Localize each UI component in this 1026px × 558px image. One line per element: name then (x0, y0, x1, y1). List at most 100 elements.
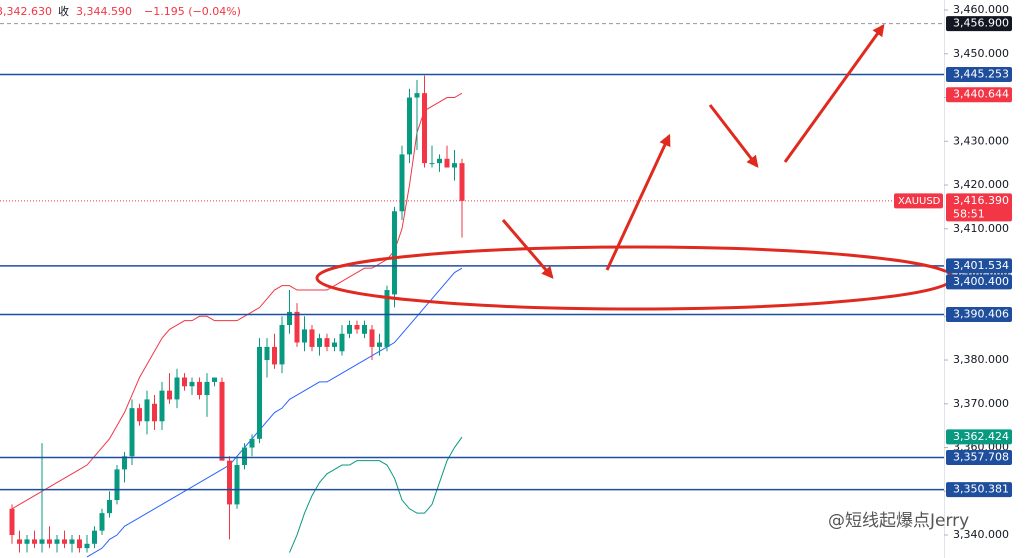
price-tag (946, 67, 1012, 83)
y-tick-label: 3,410.000 (953, 222, 1009, 235)
candle-body (294, 311, 300, 343)
band-line (289, 436, 463, 553)
price-tag (946, 429, 1012, 445)
arrow (501, 219, 554, 279)
candle-body (324, 338, 330, 347)
symbol-label: XAUUSD (898, 196, 941, 207)
candle-body (407, 97, 412, 155)
candle-body (234, 465, 240, 505)
price-tag-label: 3,445.253 (953, 68, 1009, 81)
price-tag (946, 87, 1012, 103)
candle-body (369, 329, 375, 347)
candle-body (399, 154, 405, 212)
candle-body (9, 508, 15, 536)
candle-body (114, 469, 120, 501)
candle-body (204, 381, 210, 396)
candle-body (444, 158, 450, 168)
candle-body (272, 346, 277, 365)
candle-body (227, 460, 232, 505)
candle-body (249, 438, 255, 448)
candle-body (62, 539, 67, 544)
header-close: 3,344.590 (76, 5, 132, 18)
y-tick-label: 3,450.000 (953, 47, 1009, 60)
candle-body (107, 500, 112, 514)
candle-body (77, 539, 82, 549)
y-tick-label: 3,420.000 (953, 178, 1009, 191)
candle-body (384, 290, 390, 347)
candle-body (332, 342, 337, 347)
candle-body (242, 447, 247, 466)
price-tag-label: 3,401.534 (953, 259, 1009, 272)
candle-body (362, 325, 367, 334)
candle-body (414, 93, 420, 98)
price-tag-label: 3,357.708 (953, 451, 1009, 464)
candle-body (159, 390, 165, 422)
candle-body (392, 211, 397, 295)
price-tag-label: 3,350.381 (953, 483, 1009, 496)
candle-body (174, 377, 180, 400)
y-tick-label: 3,370.000 (953, 397, 1009, 410)
candle-body (152, 403, 157, 422)
candle-body (197, 381, 202, 396)
price-tag-label: 3,400.400 (953, 275, 1009, 288)
price-tag (946, 193, 1012, 222)
y-tick-label: 3,460.000 (953, 3, 1009, 16)
candle-body (129, 408, 135, 457)
candle-body (429, 163, 435, 165)
candle-body (377, 342, 382, 347)
candle-body (99, 513, 105, 531)
candle-body (84, 543, 90, 549)
countdown: 58:51 (953, 207, 985, 220)
candle-body (137, 408, 142, 422)
price-tag-label: 3,416.390 (953, 194, 1009, 207)
price-tag (946, 16, 1012, 32)
candle-body (69, 539, 75, 544)
candle-body (347, 325, 352, 334)
header-low: 3,342.630 (0, 5, 52, 18)
y-tick-label: 3,430.000 (953, 134, 1009, 147)
candle-body (309, 329, 315, 347)
price-tag-label: 3,362.424 (953, 430, 1009, 443)
candle-body (459, 163, 465, 201)
candle-body (167, 390, 172, 400)
candle-body (354, 325, 360, 330)
price-tag (946, 258, 1012, 274)
candle-body (47, 539, 52, 544)
watermark: @短线起爆点Jerry (828, 511, 969, 531)
candle-body (189, 381, 195, 387)
arrow (783, 24, 885, 163)
y-tick-label: 3,340.000 (953, 528, 1009, 541)
candle-body (39, 539, 45, 544)
price-tag (946, 482, 1012, 498)
y-tick-label: 3,380.000 (953, 353, 1009, 366)
candle-body (32, 539, 37, 544)
symbol-tag (894, 193, 943, 209)
candle-body (182, 377, 187, 387)
candle-body (122, 456, 127, 470)
candle-body (264, 346, 270, 361)
band-line (86, 267, 463, 558)
arrow (605, 133, 671, 271)
candle-body (219, 381, 225, 461)
price-tag-label: 3,456.900 (953, 17, 1009, 30)
candle-body (279, 325, 285, 365)
header-close-label: 收 (58, 4, 69, 18)
candle-body (54, 539, 60, 544)
candle-body (422, 93, 427, 164)
candle-body (302, 329, 307, 343)
candle-body (452, 163, 457, 168)
candle-body (212, 377, 217, 382)
candle-body (92, 530, 97, 544)
candle-body (339, 333, 345, 352)
header-change: −1.195 (−0.04%) (144, 5, 241, 18)
price-tag-label: 3,390.406 (953, 307, 1009, 320)
price-tag (946, 450, 1012, 466)
candle-body (144, 399, 150, 422)
candle-body (257, 346, 262, 439)
candle-body (317, 338, 322, 347)
candle-body (17, 539, 22, 544)
candle-body (24, 539, 30, 544)
